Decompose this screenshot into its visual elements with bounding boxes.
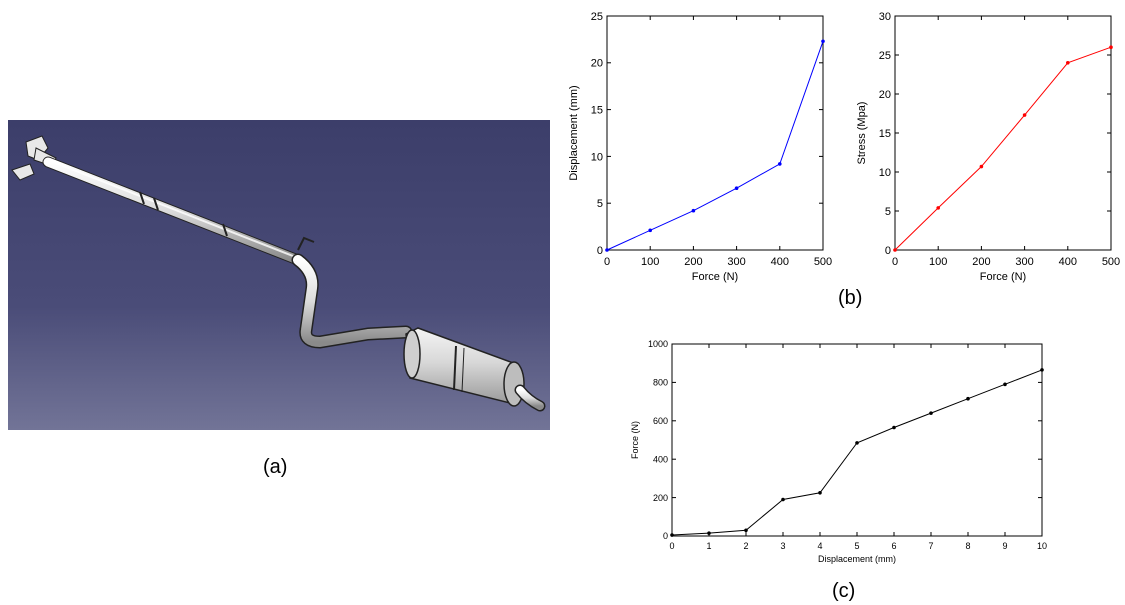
x-tick-label: 0 xyxy=(669,541,674,551)
y-tick-label: 30 xyxy=(879,11,891,23)
displacement-vs-force-chart: 0 100 200 300 400 500 0 5 10 15 20 25 Force (N) Displ… xyxy=(568,11,832,283)
panel-label-c: (c) xyxy=(832,580,856,602)
data-point xyxy=(893,248,897,252)
y-tick-label: 5 xyxy=(597,198,603,210)
data-point xyxy=(979,164,984,169)
x-tick-label: 400 xyxy=(1059,256,1077,268)
front-pipe xyxy=(42,156,304,266)
x-tick-label: 300 xyxy=(727,256,745,268)
y-tick-label: 20 xyxy=(591,58,603,70)
data-point xyxy=(966,396,970,401)
y-tick-label: 400 xyxy=(653,454,668,464)
x-tick-label: 400 xyxy=(771,256,789,268)
panel-label-a: (a) xyxy=(263,456,288,478)
x-tick-label: 1 xyxy=(706,541,711,551)
data-point xyxy=(707,531,711,535)
data-point xyxy=(744,528,748,533)
y-tick-label: 200 xyxy=(653,493,668,503)
plot-frame xyxy=(671,343,1043,537)
data-point xyxy=(670,533,674,537)
data-point xyxy=(1003,382,1007,387)
y-tick-label: 10 xyxy=(591,151,603,163)
x-tick-label: 100 xyxy=(641,256,659,268)
plot-frame xyxy=(606,15,824,251)
x-tick-label: 100 xyxy=(929,256,947,268)
y-tick-label: 5 xyxy=(885,206,891,218)
y-tick-label: 15 xyxy=(591,104,603,116)
x-tick-label: 0 xyxy=(892,256,898,268)
plot-frame xyxy=(894,15,1112,251)
muffler xyxy=(403,327,525,407)
hanger xyxy=(297,236,315,251)
data-point xyxy=(691,208,696,213)
tailpipe xyxy=(514,384,546,412)
y-axis-label: Displacement (mm) xyxy=(568,85,580,180)
stress-vs-force-chart: 0 100 200 300 400 500 0 5 10 15 20 25 30 Force (N) Str… xyxy=(856,11,1120,283)
data-point xyxy=(818,491,822,495)
y-axis-label: Stress (Mpa) xyxy=(856,102,868,165)
y-tick-label: 800 xyxy=(653,378,668,388)
x-tick-label: 4 xyxy=(817,541,822,551)
y-tick-label: 10 xyxy=(879,167,891,179)
y-tick-label: 0 xyxy=(885,245,891,257)
data-point xyxy=(605,248,609,252)
data-point xyxy=(778,162,782,166)
y-tick-label: 1000 xyxy=(648,339,668,349)
inlet-flange xyxy=(11,135,57,181)
y-tick-label: 15 xyxy=(879,128,891,140)
y-tick-label: 600 xyxy=(653,416,668,426)
data-point xyxy=(1040,368,1044,372)
x-tick-label: 3 xyxy=(780,541,785,551)
data-point xyxy=(1022,113,1027,117)
y-tick-label: 0 xyxy=(663,531,668,541)
data-point xyxy=(855,441,859,445)
y-tick-label: 25 xyxy=(879,50,891,62)
x-tick-label: 8 xyxy=(965,541,970,551)
x-tick-label: 10 xyxy=(1037,541,1047,551)
series-line xyxy=(671,369,1043,536)
center-pipe xyxy=(291,253,413,349)
data-point xyxy=(1066,61,1070,65)
data-point xyxy=(648,228,652,233)
x-tick-label: 6 xyxy=(891,541,896,551)
panel-label-b: (b) xyxy=(838,287,863,309)
x-axis-label: Force (N) xyxy=(692,271,738,283)
y-tick-label: 0 xyxy=(597,245,603,257)
y-tick-label: 25 xyxy=(591,11,603,23)
x-tick-label: 200 xyxy=(972,256,990,268)
data-point xyxy=(781,497,785,502)
series-line xyxy=(894,46,1112,251)
pipe-joints xyxy=(139,191,228,237)
x-tick-label: 300 xyxy=(1015,256,1033,268)
data-point xyxy=(892,425,896,430)
x-tick-label: 5 xyxy=(854,541,859,551)
force-vs-displacement-chart: 0 1 2 3 4 5 6 7 8 9 10 0 200 400 600 800 1000 Displacemen… xyxy=(630,339,1047,564)
data-point xyxy=(734,186,739,191)
data-point xyxy=(936,206,940,210)
x-axis-label: Force (N) xyxy=(980,271,1026,283)
series-line xyxy=(606,41,824,251)
x-tick-label: 500 xyxy=(1102,256,1120,268)
x-tick-label: 2 xyxy=(743,541,748,551)
y-axis-label: Force (N) xyxy=(630,421,640,459)
x-tick-label: 200 xyxy=(684,256,702,268)
x-tick-label: 500 xyxy=(814,256,832,268)
x-tick-label: 0 xyxy=(604,256,610,268)
x-tick-label: 7 xyxy=(928,541,933,551)
x-tick-label: 9 xyxy=(1002,541,1007,551)
data-point xyxy=(929,411,933,415)
y-tick-label: 20 xyxy=(879,89,891,101)
x-axis-label: Displacement (mm) xyxy=(818,554,896,564)
data-point xyxy=(1109,45,1113,49)
exhaust-system-render xyxy=(8,120,550,430)
data-point xyxy=(821,39,825,44)
